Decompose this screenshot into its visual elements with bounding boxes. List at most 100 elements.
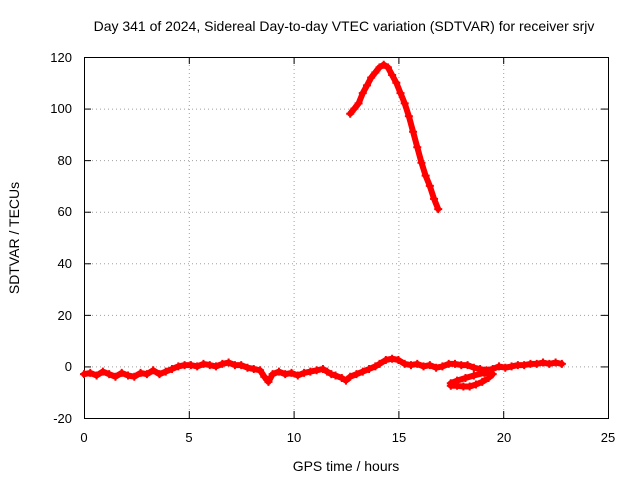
data-point: [136, 368, 145, 377]
data-point: [438, 362, 447, 371]
data-point: [446, 379, 455, 388]
data-point: [450, 359, 459, 368]
y-tick-labels: -20 0 20 40 60 80 100 120: [50, 50, 72, 426]
x-tick-label: 0: [80, 430, 87, 445]
x-tick-label: 5: [185, 430, 192, 445]
data-point: [287, 368, 296, 377]
data-point: [392, 78, 401, 87]
data-point: [237, 361, 246, 370]
series-1: [446, 368, 497, 391]
data-point: [432, 363, 441, 372]
data-point: [193, 362, 202, 371]
data-point: [409, 127, 418, 136]
data-point: [350, 104, 359, 113]
data-point: [404, 112, 413, 121]
data-point: [557, 359, 566, 368]
x-tick-label: 20: [497, 430, 511, 445]
data-point: [327, 370, 336, 379]
y-tick-label: 100: [50, 101, 72, 116]
data-point: [388, 354, 397, 363]
data-point: [406, 361, 415, 370]
data-point: [212, 362, 221, 371]
data-point: [346, 109, 355, 118]
data-point: [461, 374, 470, 383]
data-point: [86, 368, 95, 377]
data-point: [419, 362, 428, 371]
data-point: [484, 374, 493, 383]
data-point: [117, 368, 126, 377]
data-point: [379, 60, 388, 69]
data-point: [396, 89, 405, 98]
data-point: [161, 367, 170, 376]
data-point: [300, 368, 309, 377]
data-point: [130, 372, 139, 381]
data-series: [80, 60, 566, 391]
data-point: [495, 362, 504, 371]
data-point: [358, 89, 367, 98]
data-point: [268, 370, 277, 379]
y-tick-label: 120: [50, 50, 72, 65]
data-point: [218, 359, 227, 368]
data-point: [469, 363, 478, 372]
series-trace: [347, 61, 442, 213]
data-point: [400, 359, 409, 368]
data-point: [362, 81, 371, 90]
data-point: [421, 171, 430, 180]
data-point: [318, 365, 327, 374]
data-point: [453, 376, 462, 385]
data-point: [168, 365, 177, 374]
data-point: [413, 359, 422, 368]
data-point: [274, 367, 283, 376]
data-point: [532, 359, 541, 368]
series-2: [346, 60, 443, 214]
data-point: [480, 368, 489, 377]
data-point: [430, 194, 439, 203]
data-point: [371, 68, 380, 77]
data-point: [367, 73, 376, 82]
x-axis-label: GPS time / hours: [293, 458, 400, 474]
data-point: [105, 370, 114, 379]
data-point: [264, 377, 273, 386]
data-point: [346, 372, 355, 381]
data-point: [488, 370, 497, 379]
x-tick-label: 25: [601, 430, 615, 445]
data-point: [243, 363, 252, 372]
data-point: [413, 143, 422, 152]
data-point: [463, 361, 472, 370]
data-point: [471, 380, 480, 389]
data-point: [186, 361, 195, 370]
y-tick-label: 40: [58, 256, 72, 271]
data-point: [331, 371, 340, 380]
data-point: [425, 361, 434, 370]
y-tick-label: 20: [58, 308, 72, 323]
data-point: [293, 371, 302, 380]
data-point: [465, 382, 474, 391]
y-tick-label: 80: [58, 153, 72, 168]
data-point: [425, 181, 434, 190]
data-point: [383, 63, 392, 72]
data-point: [199, 359, 208, 368]
data-point: [323, 367, 332, 376]
data-point: [111, 372, 120, 381]
data-point: [375, 63, 384, 72]
data-point: [551, 358, 560, 367]
data-point: [98, 367, 107, 376]
data-point: [142, 370, 151, 379]
data-point: [478, 377, 487, 386]
x-tick-label: 10: [287, 430, 301, 445]
data-point: [381, 355, 390, 364]
data-point: [501, 363, 510, 372]
data-point: [400, 99, 409, 108]
plot-frame: [84, 57, 609, 419]
data-point: [155, 370, 164, 379]
data-point: [469, 371, 478, 380]
data-point: [80, 370, 88, 379]
y-tick-label: 60: [58, 204, 72, 219]
data-point: [545, 359, 554, 368]
data-point: [256, 366, 265, 375]
data-point: [205, 361, 214, 370]
y-tick-label: -20: [53, 411, 72, 426]
data-point: [249, 365, 258, 374]
data-point: [224, 358, 233, 367]
